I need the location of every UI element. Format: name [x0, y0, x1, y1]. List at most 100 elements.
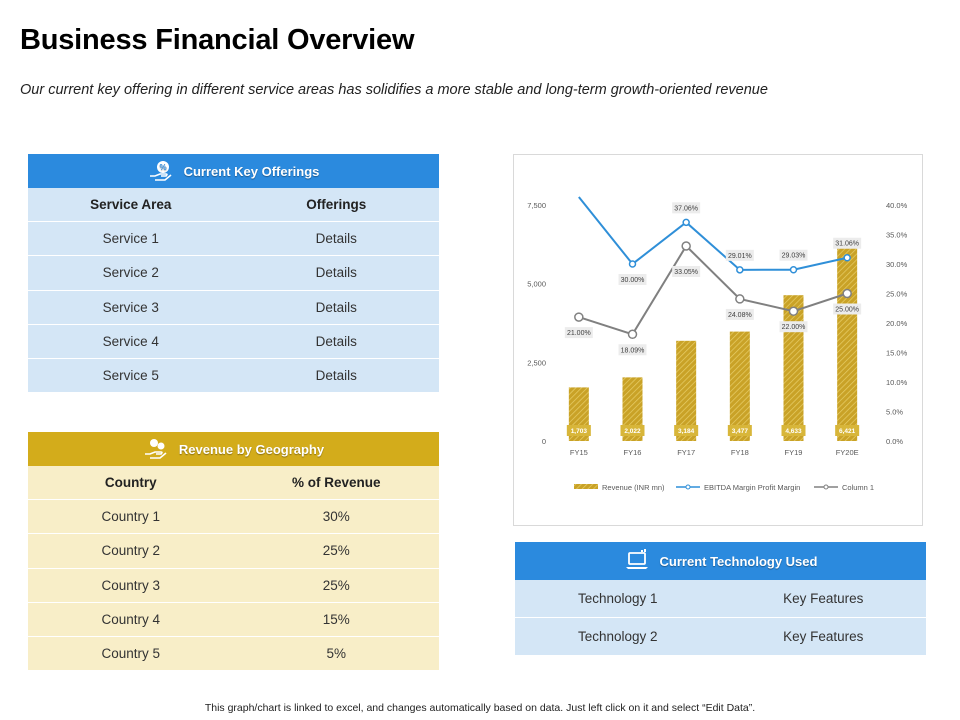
table-cell: Country 3	[101, 577, 161, 593]
ebitda-point	[736, 266, 744, 274]
data-label-bg	[833, 237, 862, 249]
table-cell: 30%	[322, 509, 350, 525]
ebitda-line	[578, 196, 848, 271]
table-header-row: Service Area Offerings	[28, 188, 439, 223]
y-left-tick-label: 5,000	[527, 280, 546, 289]
bar-value-label: 2,022	[624, 428, 641, 435]
y-right-tick-label: 25.0%	[886, 290, 908, 299]
technology-header: Current Technology Used	[515, 542, 926, 580]
table-row: Service 2 Details	[28, 256, 439, 291]
table-cell: Details	[315, 368, 357, 384]
data-label-bg	[725, 249, 754, 261]
revenue-bar	[676, 340, 697, 441]
column1-data-label: 22.00%	[782, 324, 806, 331]
svg-text:%: %	[159, 163, 166, 172]
table-cell: Country 5	[101, 646, 161, 662]
table-cell: 25%	[322, 543, 350, 559]
legend-swatch-revenue	[574, 484, 598, 489]
table-row: Technology 1 Key Features	[515, 580, 926, 618]
data-label-bg	[618, 274, 647, 285]
data-label-bg	[779, 249, 808, 261]
data-label-bg	[672, 202, 701, 214]
y-right-tick-label: 5.0%	[886, 408, 903, 417]
bar-label-bg	[620, 425, 645, 436]
column1-data-label: 33.05%	[674, 269, 698, 276]
table-cell: Details	[315, 333, 357, 349]
table-cell: Country 1	[101, 509, 161, 525]
legend-label: Column 1	[842, 483, 874, 492]
table-row: Country 5 5%	[28, 636, 439, 672]
bar-value-label: 1,703	[571, 428, 588, 435]
legend-label: EBITDA Margin Profit Margin	[704, 483, 800, 492]
column1-data-label: 18.09%	[621, 347, 645, 354]
table-row: Country 2 25%	[28, 534, 439, 569]
ebitda-point	[628, 260, 637, 268]
table-cell: Country 4	[101, 611, 161, 627]
column-header: % of Revenue	[291, 475, 381, 491]
revenue-geography-title: Revenue by Geography	[178, 441, 325, 457]
column1-line	[578, 244, 848, 336]
table-cell: Details	[315, 299, 357, 315]
column1-data-label: 24.08%	[728, 312, 752, 319]
bar-label-bg	[727, 425, 752, 436]
column1-point	[574, 312, 584, 322]
legend-marker	[685, 484, 691, 490]
table-row: Service 5 Details	[28, 358, 439, 394]
data-label-bg	[725, 308, 754, 320]
table-cell: Key Features	[783, 629, 864, 644]
bar-value-label: 3,184	[678, 428, 695, 435]
ebitda-point	[682, 218, 690, 227]
revenue-bar	[783, 295, 804, 441]
column-header: Country	[104, 475, 157, 491]
table-cell: 25%	[322, 577, 350, 593]
y-left-tick-label: 0	[542, 437, 546, 446]
column-header: Offerings	[306, 197, 367, 213]
ebitda-data-label: 30.00%	[621, 277, 645, 284]
table-cell: 15%	[322, 611, 350, 627]
y-left-tick-label: 2,500	[527, 358, 546, 367]
table-cell: Country 2	[101, 543, 161, 559]
data-label-bg	[618, 344, 647, 356]
table-row: Country 1 30%	[28, 500, 439, 535]
technology-title: Current Technology Used	[659, 553, 818, 569]
data-label-bg	[779, 321, 808, 333]
ebitda-point	[843, 253, 851, 262]
revenue-geography-table: Revenue by Geography Country % of Revenu…	[28, 432, 439, 672]
financial-chart[interactable]: 0 2,500 5,000 7,500 0.0% 5.0% 10.0% 15.0% 20.0% 2…	[513, 154, 923, 526]
column1-point	[681, 241, 691, 251]
table-cell: Service 4	[102, 333, 159, 349]
key-offerings-title: Current Key Offerings	[183, 163, 320, 179]
x-tick-label: FY15	[570, 448, 588, 457]
data-label-bg	[833, 303, 862, 315]
table-cell: Details	[315, 265, 357, 281]
y-right-tick-label: 20.0%	[886, 319, 908, 328]
page-title: Business Financial Overview	[20, 24, 415, 56]
table-row: Service 4 Details	[28, 324, 439, 359]
x-tick-label: FY19	[785, 448, 803, 457]
table-row: Technology 2 Key Features	[515, 618, 926, 656]
column1-point	[735, 294, 745, 304]
data-label-bg	[564, 327, 593, 339]
column1-data-label: 21.00%	[567, 330, 591, 337]
technology-table: Current Technology Used Technology 1 Key…	[515, 542, 926, 656]
table-cell: Service 3	[102, 299, 159, 315]
ebitda-data-label: 29.01%	[728, 253, 752, 260]
column1-data-label: 25.00%	[835, 307, 859, 314]
table-cell: Technology 2	[577, 629, 658, 644]
y-right-tick-label: 0.0%	[886, 437, 903, 446]
bar-value-label: 4,633	[785, 428, 802, 435]
y-right-tick-label: 35.0%	[886, 231, 908, 240]
y-left-tick-label: 7,500	[527, 201, 546, 210]
table-row: Country 3 25%	[28, 568, 439, 603]
table-cell: Key Features	[783, 591, 864, 606]
bar-label-bg	[566, 425, 591, 436]
table-header-row: Country % of Revenue	[28, 466, 439, 501]
revenue-bar	[729, 331, 750, 441]
column1-point	[788, 306, 799, 316]
chart-canvas[interactable]: 0 2,500 5,000 7,500 0.0% 5.0% 10.0% 15.0% 20.0% 2…	[514, 155, 924, 527]
table-cell: Service 5	[102, 368, 159, 384]
key-offerings-table: % Current Key Offerings Service Area Off…	[28, 154, 439, 394]
bar-value-label: 3,477	[732, 428, 749, 435]
footer-note: This graph/chart is linked to excel, and…	[204, 702, 756, 714]
key-offerings-header: % Current Key Offerings	[28, 154, 439, 188]
